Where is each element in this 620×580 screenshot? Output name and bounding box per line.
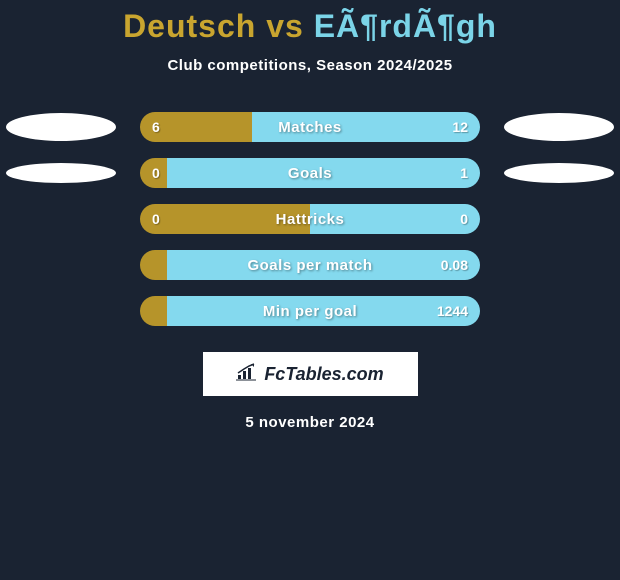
stat-row: 1244Min per goal: [0, 288, 620, 334]
stat-label: Min per goal: [263, 303, 357, 320]
stat-row: 00Hattricks: [0, 196, 620, 242]
player2-name: EÃ¶rdÃ¶gh: [314, 8, 497, 44]
stat-label: Goals per match: [247, 257, 372, 274]
player1-shape: [6, 113, 116, 141]
stat-row: 612Matches: [0, 104, 620, 150]
stat-bar: 0.08Goals per match: [140, 250, 480, 280]
vs-text: vs: [266, 8, 304, 44]
player1-name: Deutsch: [123, 8, 256, 44]
chart-icon: [236, 363, 258, 386]
stat-value-left: [140, 250, 167, 280]
stat-bar: 1244Min per goal: [140, 296, 480, 326]
player1-shape: [6, 163, 116, 183]
stat-row: 01Goals: [0, 150, 620, 196]
stat-value-left: 0: [140, 158, 167, 188]
stat-bar: 00Hattricks: [140, 204, 480, 234]
player2-shape: [504, 163, 614, 183]
stat-bar: 612Matches: [140, 112, 480, 142]
stat-value-left: 6: [140, 112, 252, 142]
stat-row: 0.08Goals per match: [0, 242, 620, 288]
player2-shape: [504, 113, 614, 141]
comparison-title: Deutsch vs EÃ¶rdÃ¶gh: [0, 0, 620, 45]
comparison-table: 612Matches 01Goals 00Hattricks 0.08Goals pe…: [0, 104, 620, 334]
stat-label: Goals: [288, 165, 332, 182]
stat-label: Matches: [278, 119, 342, 136]
subtitle: Club competitions, Season 2024/2025: [0, 57, 620, 74]
stat-value-left: [140, 296, 167, 326]
date-text: 5 november 2024: [0, 414, 620, 431]
stat-bar: 01Goals: [140, 158, 480, 188]
logo-text: FcTables.com: [264, 364, 383, 385]
fctables-logo[interactable]: FcTables.com: [203, 352, 418, 396]
stat-label: Hattricks: [276, 211, 345, 228]
